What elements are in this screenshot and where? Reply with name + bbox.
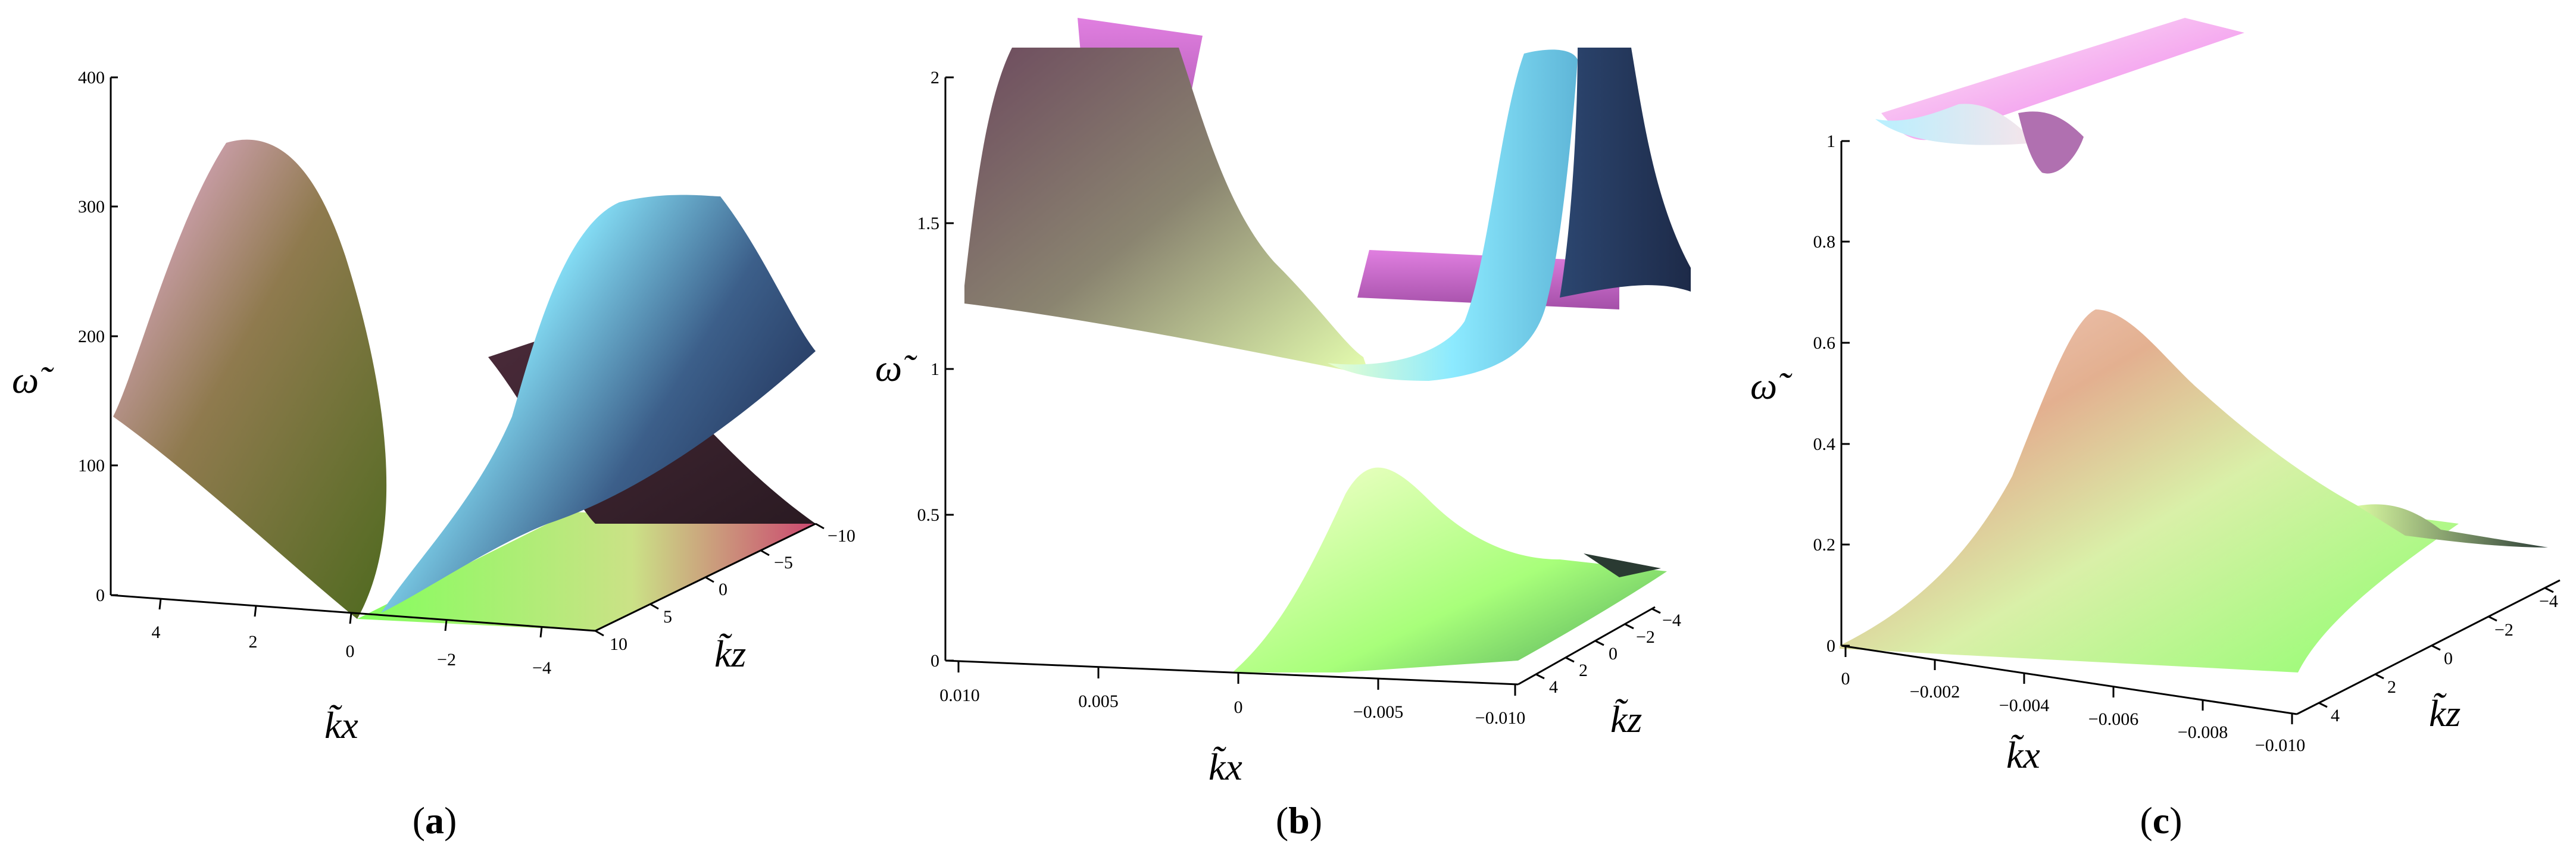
x-tick-label-b: −0.005 bbox=[1353, 702, 1403, 722]
x-tick-label-b: −0.010 bbox=[1475, 708, 1525, 728]
z-tick-label-c: 0.4 bbox=[1813, 434, 1836, 454]
surface-a-left-ridge bbox=[113, 139, 387, 619]
y-ticks-b: 4 2 0 −2 −4 bbox=[1535, 608, 1681, 697]
z-tick-label-b: 1.5 bbox=[917, 214, 940, 233]
axes-b: 2 1.5 1 0.5 0 0.010 0.005 0 −0.005 −0.01… bbox=[875, 68, 1681, 788]
y-tick-label-c: 4 bbox=[2331, 706, 2340, 725]
z-tick-label-c: 0.6 bbox=[1813, 333, 1836, 353]
surface-a-right-ridge bbox=[381, 195, 816, 613]
z-tick-label-c: 0 bbox=[1826, 636, 1835, 656]
y-tick-label-c: 0 bbox=[2444, 649, 2453, 668]
x-tick-label-a: −4 bbox=[532, 658, 551, 678]
surface-b-right-sheet bbox=[1328, 49, 1578, 381]
y-tick-label-c: 2 bbox=[2387, 677, 2396, 697]
z-tick-label-b: 1 bbox=[931, 359, 939, 379]
surface-b-lower-dark-edge bbox=[1584, 553, 1661, 577]
x-axis-label-c: k̃x bbox=[2006, 734, 2040, 776]
x-tick-label-b: 0 bbox=[1234, 697, 1243, 717]
x-ticks-a: 4 2 0 −2 −4 bbox=[152, 598, 551, 678]
surface-c-lower-peak bbox=[1840, 309, 2459, 672]
surface-c-upper-front bbox=[1875, 104, 2036, 145]
z-tick-label-a: 200 bbox=[78, 327, 105, 346]
y-tick-label-a: 0 bbox=[719, 580, 727, 599]
surface-b-dark-back bbox=[1560, 48, 1691, 298]
z-ticks-c: 1 0.8 0.6 0.4 0.2 0 bbox=[1813, 132, 1850, 656]
z-axis-label-a: ω̃ bbox=[12, 359, 54, 401]
y-tick-label-a: 10 bbox=[610, 634, 627, 654]
y-tick-label-b: −2 bbox=[1636, 627, 1655, 647]
z-tick-label-c: 0.2 bbox=[1813, 535, 1836, 555]
z-tick-label-b: 0 bbox=[931, 651, 939, 671]
surface-a bbox=[113, 139, 816, 631]
panel-c: 1 0.8 0.6 0.4 0.2 0 0 −0.002 −0.004 −0.0… bbox=[1750, 18, 2561, 842]
y-tick-label-b: 0 bbox=[1609, 644, 1618, 664]
z-tick-label-c: 0.8 bbox=[1813, 232, 1836, 252]
y-tick-label-c: −2 bbox=[2494, 620, 2513, 640]
z-ticks-a: 400 300 200 100 0 bbox=[78, 68, 118, 605]
x-axis-label-b: k̃x bbox=[1209, 746, 1242, 788]
axes-a: 400 300 200 100 0 4 2 0 −2 −4 bbox=[12, 68, 855, 746]
panel-b: 2 1.5 1 0.5 0 0.010 0.005 0 −0.005 −0.01… bbox=[875, 18, 1691, 842]
z-axis-label-c: ω̃ bbox=[1750, 365, 1793, 407]
z-tick-label-a: 400 bbox=[78, 68, 105, 87]
panel-label-c: (c) bbox=[2140, 799, 2182, 842]
surface-c bbox=[1840, 18, 2548, 672]
x-ticks-c: 0 −0.002 −0.004 −0.006 −0.008 −0.010 bbox=[1841, 646, 2305, 755]
x-tick-label-c: −0.010 bbox=[2255, 736, 2305, 755]
x-tick-label-a: 0 bbox=[346, 642, 355, 661]
surface-b-lower-peak bbox=[1232, 467, 1667, 672]
z-tick-label-c: 1 bbox=[1826, 132, 1835, 151]
surface-a-floor bbox=[357, 512, 816, 631]
y-tick-label-c: −4 bbox=[2539, 592, 2558, 611]
x-tick-label-c: −0.008 bbox=[2178, 722, 2228, 742]
z-tick-label-a: 100 bbox=[78, 456, 105, 476]
y-ticks-a: 10 5 0 −5 −10 bbox=[595, 523, 855, 654]
y-axis-label-a: k̃z bbox=[714, 633, 746, 675]
y-ticks-c: 4 2 0 −2 −4 bbox=[2318, 587, 2558, 725]
x-tick-label-a: −2 bbox=[437, 650, 456, 670]
y-tick-label-a: −5 bbox=[774, 553, 793, 573]
x-tick-label-c: −0.002 bbox=[1910, 682, 1960, 702]
z-tick-label-a: 0 bbox=[96, 586, 105, 605]
panel-a: 400 300 200 100 0 4 2 0 −2 −4 bbox=[12, 68, 855, 842]
z-axis-label-b: ω̃ bbox=[875, 347, 917, 389]
x-tick-label-b: 0.010 bbox=[939, 686, 980, 705]
x-tick-label-a: 4 bbox=[152, 622, 161, 642]
surface-b-left-sheet bbox=[964, 48, 1369, 375]
y-tick-label-a: 5 bbox=[663, 607, 672, 627]
x-tick-label-c: 0 bbox=[1841, 669, 1850, 689]
y-axis-label-c: k̃z bbox=[2429, 692, 2461, 734]
x-tick-label-b: 0.005 bbox=[1078, 692, 1119, 711]
axes-c: 1 0.8 0.6 0.4 0.2 0 0 −0.002 −0.004 −0.0… bbox=[1750, 132, 2561, 776]
surface-b bbox=[964, 18, 1691, 672]
z-tick-label-b: 0.5 bbox=[917, 505, 940, 525]
y-tick-label-a: −10 bbox=[828, 526, 855, 546]
y-tick-label-b: −4 bbox=[1662, 611, 1681, 630]
panel-label-a: (a) bbox=[413, 799, 457, 842]
x-axis-label-a: k̃x bbox=[324, 704, 358, 746]
y-tick-label-b: 2 bbox=[1579, 661, 1588, 680]
z-ticks-b: 2 1.5 1 0.5 0 bbox=[917, 68, 954, 671]
y-axis-label-b: k̃z bbox=[1610, 698, 1642, 740]
surface-c-lower-dark-edge bbox=[2358, 504, 2548, 548]
z-tick-label-a: 300 bbox=[78, 197, 105, 217]
y-tick-label-b: 4 bbox=[1549, 677, 1558, 697]
panel-label-b: (b) bbox=[1276, 799, 1322, 842]
surface-c-upper-dip bbox=[2018, 111, 2084, 174]
x-tick-label-c: −0.004 bbox=[1999, 696, 2049, 715]
x-ticks-b: 0.010 0.005 0 −0.005 −0.010 bbox=[939, 661, 1525, 728]
x-tick-label-c: −0.006 bbox=[2088, 709, 2138, 729]
z-tick-label-b: 2 bbox=[931, 68, 939, 87]
x-tick-label-a: 2 bbox=[249, 632, 258, 652]
